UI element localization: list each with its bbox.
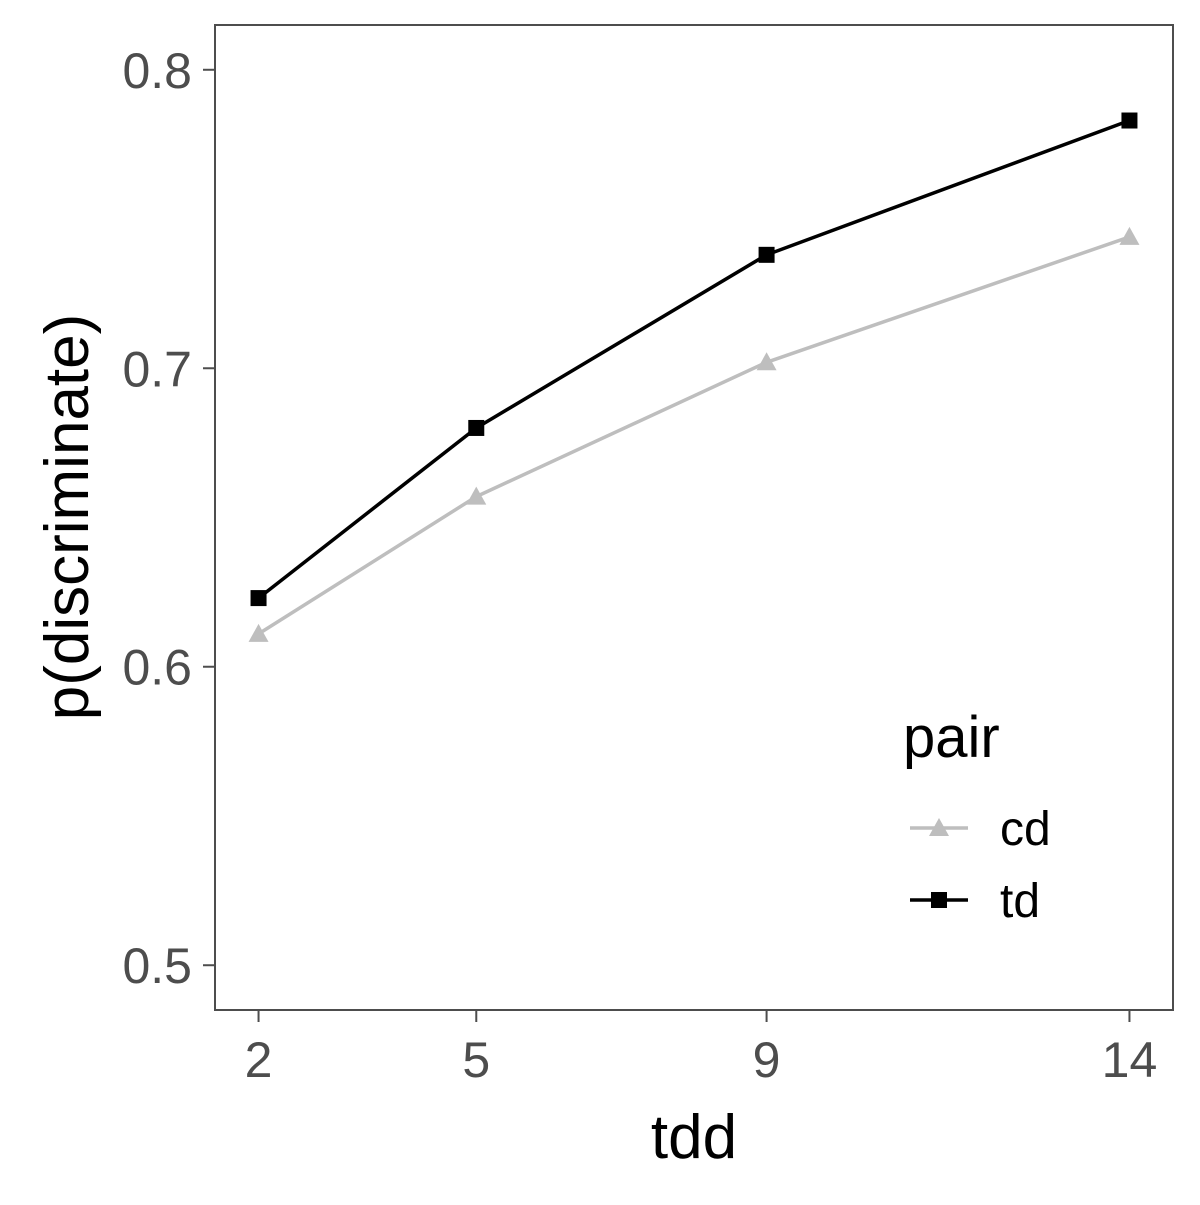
series-line-td bbox=[257, 118, 1131, 600]
series-td bbox=[250, 112, 1138, 607]
x-tick-label: 5 bbox=[462, 1032, 490, 1088]
data-point-td bbox=[758, 246, 775, 263]
legend-entry-td: td bbox=[910, 875, 1040, 928]
legend-key-marker bbox=[929, 818, 949, 836]
data-point-td bbox=[468, 419, 485, 436]
data-point-cd bbox=[1119, 226, 1140, 245]
y-axis-title: p(discriminate) bbox=[33, 314, 102, 721]
y-axis: 0.5 0.6 0.7 0.8 bbox=[122, 43, 215, 994]
y-tick-label: 0.7 bbox=[122, 341, 192, 397]
x-axis-title: tdd bbox=[651, 1103, 737, 1172]
legend-label: cd bbox=[1000, 803, 1051, 856]
x-tick-label: 9 bbox=[753, 1032, 781, 1088]
series-cd bbox=[248, 226, 1140, 642]
plot-panel-border bbox=[214, 24, 1174, 1011]
y-tick-label: 0.6 bbox=[122, 640, 192, 696]
legend-label: td bbox=[1000, 875, 1040, 928]
data-point-cd bbox=[756, 352, 777, 371]
legend-entry-cd: cd bbox=[910, 803, 1051, 856]
data-point-td bbox=[1121, 112, 1138, 129]
series-layer bbox=[248, 112, 1140, 642]
data-point-cd bbox=[248, 623, 269, 642]
x-tick-label: 2 bbox=[245, 1032, 273, 1088]
legend: pair cd td bbox=[903, 705, 1051, 928]
y-tick-label: 0.8 bbox=[122, 43, 192, 99]
y-tick-label: 0.5 bbox=[122, 938, 192, 994]
x-tick-label: 14 bbox=[1102, 1032, 1158, 1088]
legend-title: pair bbox=[903, 705, 1000, 770]
x-axis: 2 5 9 14 bbox=[245, 1010, 1158, 1088]
legend-key-marker bbox=[931, 892, 947, 908]
data-point-td bbox=[250, 590, 267, 607]
data-point-cd bbox=[466, 486, 487, 505]
series-line-cd bbox=[257, 235, 1131, 636]
